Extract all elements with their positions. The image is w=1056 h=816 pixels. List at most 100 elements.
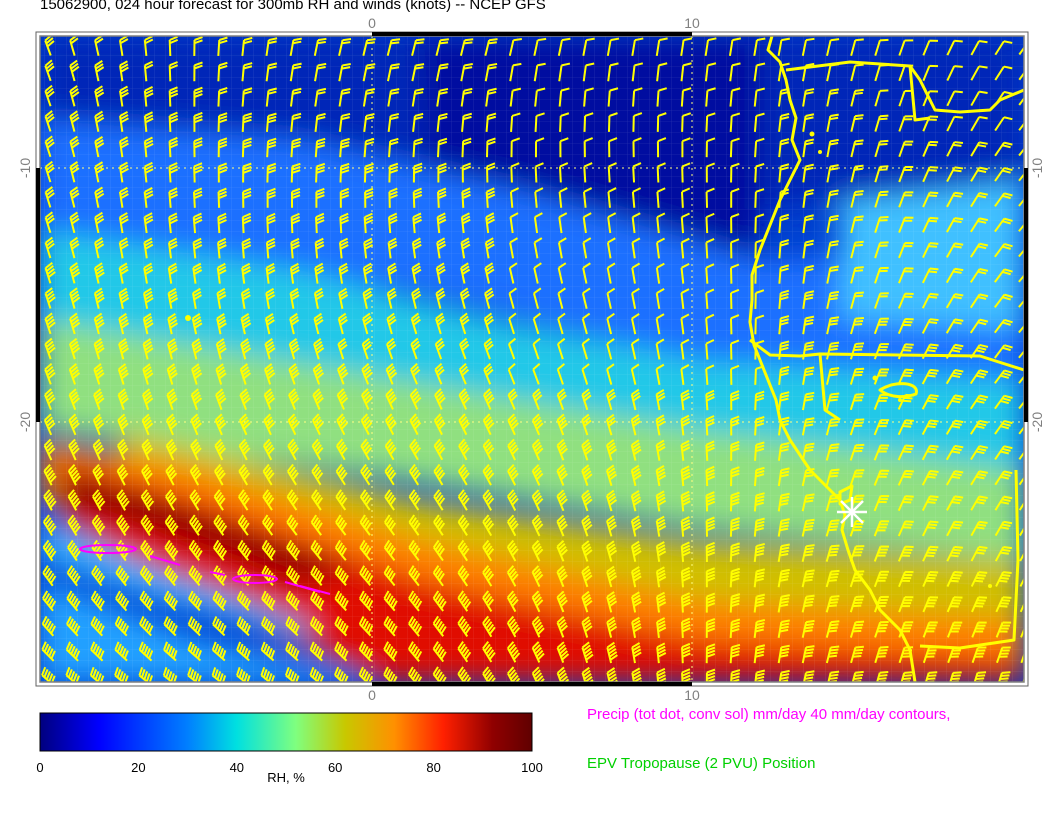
wind-barb [994,141,1013,157]
wind-barb [167,237,178,259]
wind-barb [482,590,495,612]
wind-barb [508,262,518,284]
wind-barb [363,112,375,132]
wind-barb [385,362,398,385]
wind-barb [408,590,423,612]
wind-barb [705,187,715,208]
wind-barb [285,616,300,637]
wind-barb [193,111,203,132]
wind-barb [826,670,840,682]
wind-barb [383,565,396,587]
wind-barb [457,463,470,486]
wind-barb [680,212,690,234]
wind-barb [970,115,988,132]
wind-barb [433,413,446,436]
wind-barb [364,187,374,208]
wind-barb [189,463,202,486]
wind-barb [655,37,668,57]
wind-barb [556,363,565,385]
precip-contours [79,544,331,595]
wind-barb [260,641,276,662]
wind-barb [680,263,690,284]
wind-barb [44,363,56,385]
wind-barb [656,187,666,208]
wind-barb [237,514,250,536]
wind-barb [898,570,914,588]
wind-barb [994,394,1013,410]
wind-barb [266,212,276,234]
wind-barb [42,514,57,537]
wind-barb [922,545,939,562]
wind-barb [556,413,569,436]
wind-barb [705,415,715,436]
wind-barb [407,666,423,682]
wind-barb [996,646,1011,664]
wind-barb [531,565,544,587]
colorbar-tick-label: 80 [426,760,440,775]
wind-barb [42,565,57,587]
wind-barb [239,413,251,436]
wind-barb [996,671,1011,682]
wind-barb [826,341,840,360]
wind-barb [510,162,520,183]
wind-barb [509,237,518,259]
wind-barb [139,590,154,612]
wind-barb [558,87,570,107]
wind-barb [214,438,227,461]
wind-barb [510,112,521,132]
wind-barb [485,187,496,208]
wind-barb [162,667,178,682]
wind-barb [484,287,495,309]
wind-barb [802,138,815,158]
wind-barb [457,565,470,587]
wind-barb [187,616,203,637]
wind-barb [211,641,227,662]
wind-barb [43,489,57,511]
wind-barb [994,369,1013,384]
wind-barb [94,110,105,132]
wind-barb [289,287,300,310]
wind-barb [458,388,471,410]
wind-barb [43,463,57,486]
wind-barb [850,266,864,284]
wind-barb [607,87,619,107]
wind-barb [484,38,498,57]
wind-barb [606,540,618,562]
wind-barb [826,88,839,107]
wind-barb [680,414,691,436]
wind-barb [729,567,741,588]
wind-barb [90,590,105,612]
wind-barb [655,566,667,588]
right-tick-minus20: -20 [1029,412,1045,432]
wind-barb [994,116,1013,132]
wind-barb [434,388,446,410]
wind-barb [558,62,571,82]
wind-barb [607,62,619,82]
wind-barb [315,162,326,183]
wind-barb [41,641,56,662]
wind-barb [360,413,373,436]
wind-barb [922,216,939,233]
wind-barb [460,63,473,82]
wind-barb [360,438,373,461]
wind-barb [433,514,446,536]
wind-barb [850,63,864,82]
wind-barb [143,262,154,284]
wind-barb [216,262,227,284]
wind-barb [289,62,302,82]
wind-barb [238,489,250,511]
wind-barb [386,38,401,57]
wind-barb [383,641,398,662]
wind-barb [66,590,81,612]
wind-barb [680,465,691,487]
wind-barb [435,262,446,284]
wind-barb [557,237,567,259]
wind-barb [850,215,864,234]
wind-barb [730,238,740,259]
wind-barb [187,641,202,662]
wind-barb [386,287,397,310]
wind-barb [362,38,376,57]
wind-barb [581,616,593,638]
wind-barb [825,367,840,385]
